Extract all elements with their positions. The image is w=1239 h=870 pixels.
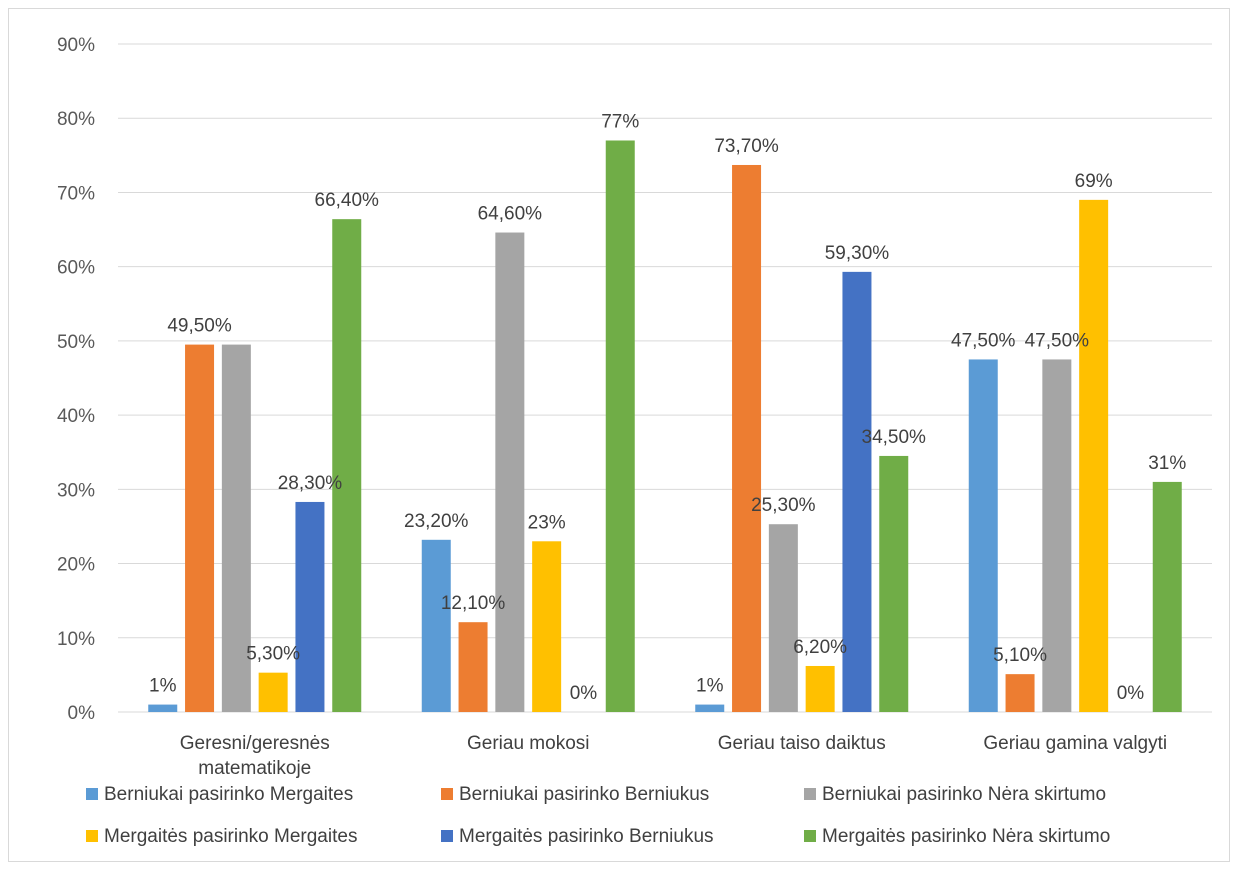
legend-swatch xyxy=(804,788,816,800)
bar-chart: 0% 10% 20% 30% 40% 50% 60% 70% 80% 90% 1% 49,50% 5,… xyxy=(57,35,1212,847)
data-label: 47,50% xyxy=(1025,330,1090,351)
data-label: 6,20% xyxy=(793,637,847,658)
bar xyxy=(148,704,178,712)
y-tick-label: 50% xyxy=(57,332,95,353)
data-labels: 1% 49,50% 5,30% 28,30% 66,40% 23,20% 12,10% 64,… xyxy=(149,111,1186,704)
data-label: 66,40% xyxy=(315,190,380,211)
legend-swatch xyxy=(441,788,453,800)
y-tick-label: 0% xyxy=(68,703,96,724)
data-label: 28,30% xyxy=(278,473,343,494)
bar xyxy=(1079,199,1109,712)
data-label: 31% xyxy=(1148,453,1186,474)
bar xyxy=(879,455,909,712)
y-tick-label: 70% xyxy=(57,183,95,204)
bar xyxy=(495,232,525,712)
data-label: 5,30% xyxy=(246,644,300,665)
x-tick-label: Geresni/geresnės xyxy=(180,733,330,754)
data-label: 64,60% xyxy=(478,204,543,225)
x-tick-label: Geriau mokosi xyxy=(467,733,590,754)
x-tick-label: Geriau gamina valgyti xyxy=(983,733,1167,754)
data-label: 0% xyxy=(1117,683,1145,704)
legend-label: Mergaitės pasirinko Mergaites xyxy=(104,826,357,847)
bars xyxy=(148,140,1182,713)
bar xyxy=(842,271,872,712)
data-label: 47,50% xyxy=(951,330,1016,351)
data-label: 34,50% xyxy=(862,427,927,448)
y-tick-label: 80% xyxy=(57,109,95,130)
y-tick-label: 30% xyxy=(57,480,95,501)
x-axis-ticks: Geresni/geresnės matematikoje Geriau mokos… xyxy=(180,733,1167,779)
data-label: 49,50% xyxy=(167,316,232,337)
data-label: 5,10% xyxy=(993,645,1047,666)
bar xyxy=(532,541,562,712)
bar xyxy=(258,672,288,712)
data-label: 69% xyxy=(1075,171,1113,192)
legend-label: Mergaitės pasirinko Nėra skirtumo xyxy=(822,826,1110,847)
legend-label: Berniukai pasirinko Nėra skirtumo xyxy=(822,784,1106,805)
bar xyxy=(185,344,215,712)
bar xyxy=(421,539,451,712)
y-tick-label: 10% xyxy=(57,629,95,650)
data-label: 1% xyxy=(149,676,177,697)
legend-swatch xyxy=(86,830,98,842)
data-label: 23% xyxy=(528,512,566,533)
data-label: 0% xyxy=(570,683,598,704)
bar xyxy=(1152,481,1182,712)
data-label: 12,10% xyxy=(441,593,506,614)
legend-label: Berniukai pasirinko Mergaites xyxy=(104,784,353,805)
legend: Berniukai pasirinko Mergaites Berniukai p… xyxy=(86,784,1110,847)
bar xyxy=(221,344,251,712)
bar xyxy=(605,140,635,712)
bar xyxy=(1042,359,1072,712)
bar xyxy=(458,622,488,712)
bar xyxy=(295,501,325,712)
legend-swatch xyxy=(441,830,453,842)
legend-label: Mergaitės pasirinko Berniukus xyxy=(459,826,714,847)
legend-label: Berniukai pasirinko Berniukus xyxy=(459,784,709,805)
chart-frame: 0% 10% 20% 30% 40% 50% 60% 70% 80% 90% 1% 49,50% 5,… xyxy=(8,8,1230,862)
bar xyxy=(768,524,798,712)
data-label: 73,70% xyxy=(714,136,779,157)
bar xyxy=(732,164,762,712)
y-tick-label: 20% xyxy=(57,555,95,576)
x-tick-label: Geriau taiso daiktus xyxy=(718,733,886,754)
bar xyxy=(695,704,725,712)
data-label: 1% xyxy=(696,676,724,697)
bar xyxy=(1005,674,1035,712)
legend-swatch xyxy=(86,788,98,800)
bar xyxy=(805,665,835,712)
y-axis-ticks: 0% 10% 20% 30% 40% 50% 60% 70% 80% 90% xyxy=(57,35,95,724)
data-label: 23,20% xyxy=(404,511,469,532)
data-label: 25,30% xyxy=(751,495,816,516)
x-tick-label: matematikoje xyxy=(198,758,311,779)
legend-swatch xyxy=(804,830,816,842)
data-label: 77% xyxy=(601,111,639,132)
bar xyxy=(332,219,362,713)
data-label: 59,30% xyxy=(825,243,890,264)
y-tick-label: 60% xyxy=(57,258,95,279)
y-tick-label: 40% xyxy=(57,406,95,427)
y-tick-label: 90% xyxy=(57,35,95,56)
bar xyxy=(968,359,998,712)
